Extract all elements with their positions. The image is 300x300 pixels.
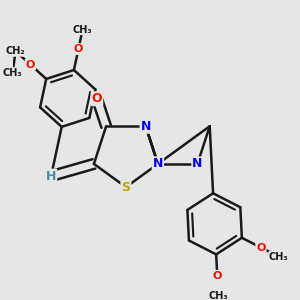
Text: O: O [213,271,222,281]
Text: CH₃: CH₃ [208,291,228,300]
Text: O: O [74,44,83,54]
Text: O: O [26,60,35,70]
Text: CH₃: CH₃ [269,252,288,262]
Text: CH₃: CH₃ [3,68,22,78]
Text: N: N [140,120,151,133]
Text: H: H [46,169,56,183]
Text: S: S [122,181,130,194]
Text: N: N [192,158,203,170]
Text: O: O [256,242,266,253]
Text: N: N [153,158,163,170]
Text: CH₂: CH₂ [6,46,26,56]
Text: O: O [92,92,102,105]
Text: CH₃: CH₃ [73,25,92,34]
